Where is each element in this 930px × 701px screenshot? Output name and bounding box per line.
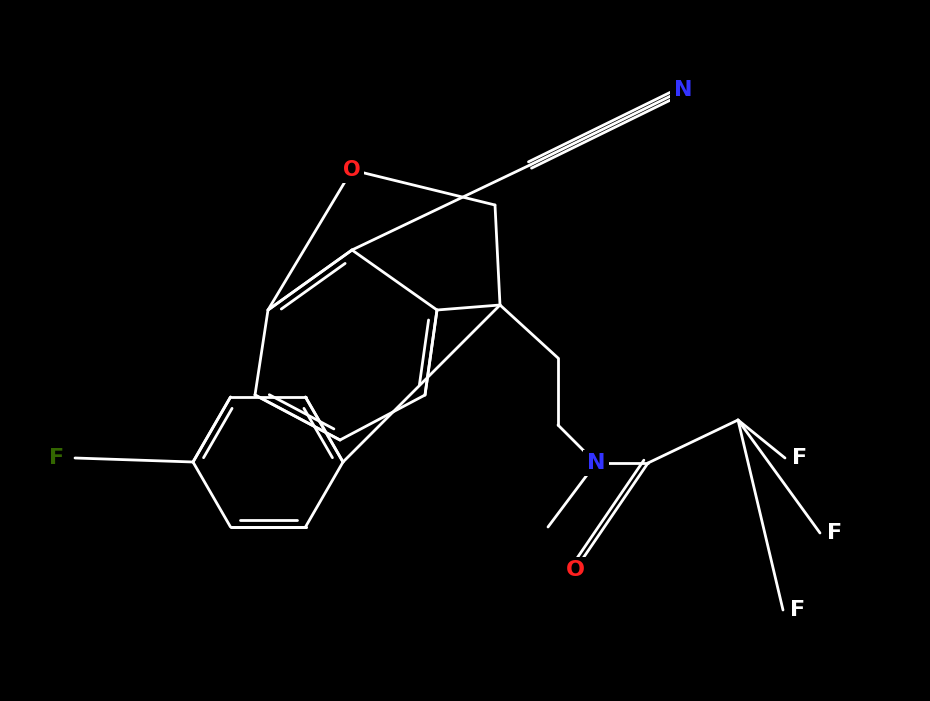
Text: N: N (673, 80, 692, 100)
Text: F: F (49, 448, 64, 468)
Text: O: O (565, 560, 584, 580)
Text: N: N (587, 453, 605, 473)
Text: O: O (343, 160, 361, 180)
Text: F: F (828, 523, 843, 543)
Text: F: F (790, 600, 805, 620)
Text: F: F (792, 448, 807, 468)
